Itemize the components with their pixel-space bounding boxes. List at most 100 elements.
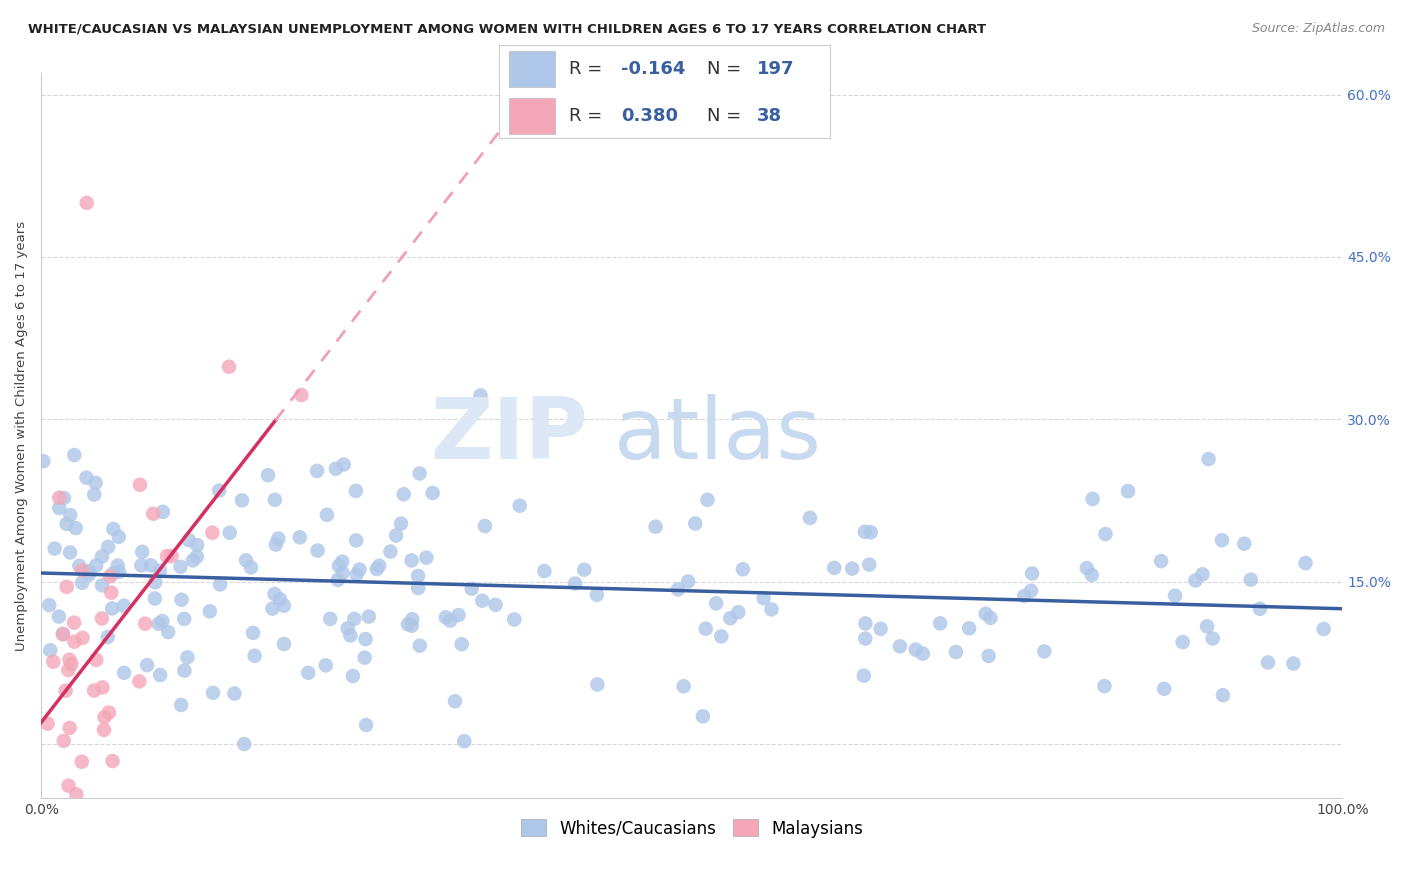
Point bbox=[59, 545, 82, 559]
Point bbox=[173, 664, 195, 678]
Point bbox=[316, 508, 339, 522]
Point bbox=[90, 611, 112, 625]
Point bbox=[107, 558, 129, 573]
Point bbox=[1191, 567, 1213, 582]
Point bbox=[239, 560, 262, 574]
Point bbox=[564, 576, 586, 591]
Point bbox=[904, 642, 927, 657]
Point bbox=[319, 612, 342, 626]
Point bbox=[91, 578, 114, 592]
Point bbox=[44, 541, 66, 556]
Point bbox=[160, 549, 183, 563]
Point bbox=[290, 388, 312, 402]
Text: N =: N = bbox=[707, 107, 747, 125]
Point bbox=[672, 679, 695, 693]
Point bbox=[208, 483, 231, 498]
Point bbox=[257, 468, 280, 483]
Point bbox=[1312, 622, 1334, 636]
Point bbox=[48, 501, 70, 516]
Point bbox=[97, 706, 120, 720]
Point bbox=[977, 648, 1000, 663]
Point bbox=[97, 630, 120, 644]
Point bbox=[100, 585, 122, 599]
Point bbox=[107, 530, 129, 544]
Point bbox=[869, 622, 891, 636]
Point bbox=[1240, 573, 1263, 587]
Point bbox=[1233, 536, 1256, 550]
Point bbox=[731, 562, 754, 576]
Point bbox=[1012, 589, 1035, 603]
Point bbox=[84, 475, 107, 490]
Point bbox=[65, 802, 87, 816]
Point bbox=[42, 655, 65, 669]
Point bbox=[139, 558, 162, 573]
Legend: Whites/Caucasians, Malaysians: Whites/Caucasians, Malaysians bbox=[515, 813, 869, 844]
Point bbox=[586, 677, 609, 691]
Point bbox=[224, 687, 246, 701]
Point bbox=[273, 599, 295, 613]
Point bbox=[170, 698, 193, 712]
Point bbox=[332, 566, 354, 580]
Point bbox=[48, 491, 70, 505]
Point bbox=[353, 650, 375, 665]
Point bbox=[63, 448, 86, 462]
Point bbox=[84, 653, 107, 667]
Point bbox=[143, 591, 166, 606]
FancyBboxPatch shape bbox=[509, 98, 555, 134]
Point bbox=[357, 609, 380, 624]
Point bbox=[1202, 632, 1225, 646]
Point bbox=[974, 607, 997, 621]
Point bbox=[1249, 601, 1271, 615]
Point bbox=[83, 488, 105, 502]
Point bbox=[344, 533, 367, 548]
Point bbox=[70, 575, 93, 590]
Text: 197: 197 bbox=[756, 60, 794, 78]
Point bbox=[315, 658, 337, 673]
Point bbox=[1150, 554, 1173, 568]
Point bbox=[59, 721, 82, 735]
Point bbox=[704, 596, 727, 610]
Point bbox=[84, 558, 107, 573]
Point bbox=[1212, 688, 1234, 702]
Point bbox=[157, 625, 180, 640]
Point bbox=[389, 516, 412, 531]
Point bbox=[1076, 561, 1098, 575]
Point bbox=[354, 632, 377, 646]
Point bbox=[401, 612, 423, 626]
Point bbox=[108, 565, 131, 579]
Point bbox=[58, 663, 80, 677]
Point bbox=[52, 627, 75, 641]
Point bbox=[408, 467, 430, 481]
Point bbox=[52, 734, 75, 748]
Point bbox=[60, 657, 83, 671]
Point bbox=[503, 613, 526, 627]
Point bbox=[1153, 681, 1175, 696]
Point bbox=[471, 593, 494, 607]
Text: R =: R = bbox=[568, 107, 607, 125]
Point bbox=[1184, 574, 1206, 588]
Point bbox=[533, 564, 555, 578]
Point bbox=[103, 522, 125, 536]
Point bbox=[307, 464, 329, 478]
Point bbox=[574, 563, 596, 577]
Point bbox=[761, 602, 783, 616]
Point bbox=[718, 611, 741, 625]
Point bbox=[75, 471, 97, 485]
Point bbox=[853, 632, 876, 646]
Text: 38: 38 bbox=[756, 107, 782, 125]
Point bbox=[695, 622, 717, 636]
Point bbox=[37, 716, 59, 731]
Point bbox=[346, 567, 368, 582]
Point bbox=[83, 683, 105, 698]
Point bbox=[181, 553, 204, 567]
Point bbox=[263, 587, 285, 601]
Point bbox=[444, 694, 467, 708]
FancyBboxPatch shape bbox=[509, 51, 555, 87]
Point bbox=[434, 610, 457, 624]
Point bbox=[91, 549, 114, 564]
Point bbox=[979, 611, 1001, 625]
Point bbox=[474, 519, 496, 533]
Point bbox=[339, 628, 361, 642]
Point bbox=[176, 650, 198, 665]
Point bbox=[198, 604, 221, 618]
